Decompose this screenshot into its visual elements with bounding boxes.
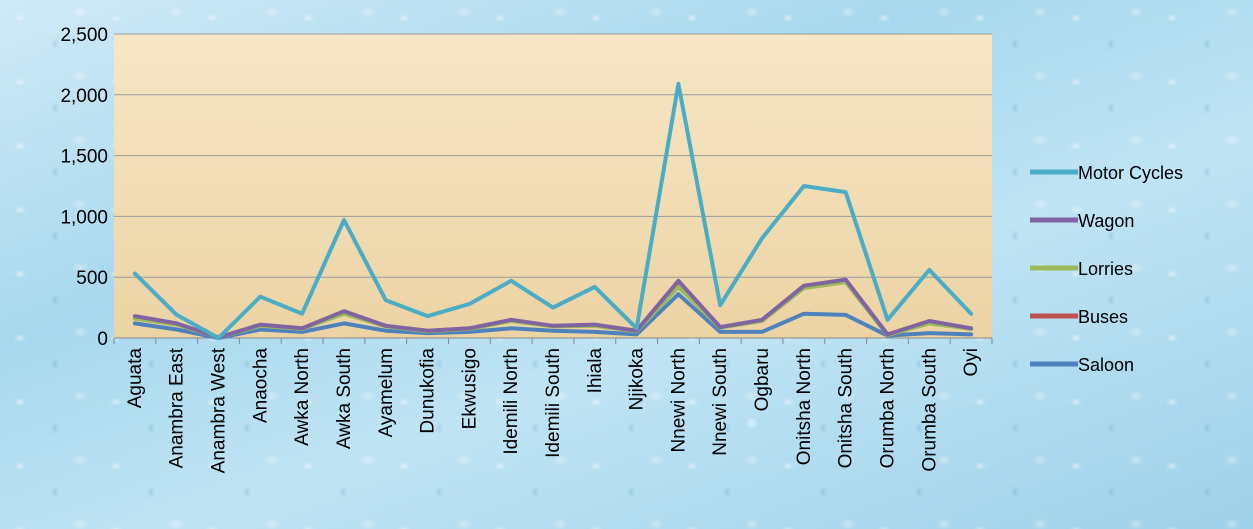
x-tick-label: Njikoka <box>627 348 648 411</box>
x-tick-label: Anaocha <box>250 348 271 423</box>
x-axis-tick-labels: Aguata Anambra East Anambra West Anaocha Awk… <box>125 347 982 473</box>
x-tick-label: Orumba North <box>877 348 898 468</box>
x-tick-label: Ayamelum <box>376 348 397 437</box>
x-tick-label: Dunukofia <box>418 348 439 434</box>
series-lines <box>132 81 974 340</box>
legend: Motor Cycles Wagon Lorries Buses Saloon <box>1030 163 1183 375</box>
gridlines <box>113 33 993 344</box>
y-tick-label: 1,500 <box>60 147 108 168</box>
series-line-saloon <box>132 292 974 340</box>
x-tick-label: Onitsha South <box>836 348 857 468</box>
x-tick-label: Nnewi North <box>668 348 689 453</box>
y-axis-tick-labels: 0 500 1,000 1,500 2,000 2,500 <box>60 25 108 350</box>
x-tick-label: Orumba South <box>919 348 940 472</box>
legend-label: Wagon <box>1078 211 1134 231</box>
x-tick-label: Ogbaru <box>752 348 773 411</box>
x-tick-label: Nnewi South <box>710 348 731 456</box>
y-tick-label: 2,500 <box>60 25 108 46</box>
legend-label: Saloon <box>1078 355 1134 375</box>
legend-label: Motor Cycles <box>1078 163 1183 183</box>
x-tick-label: Aguata <box>125 348 146 409</box>
y-tick-label: 2,000 <box>60 86 108 107</box>
plot-area <box>114 34 992 338</box>
y-tick-label: 500 <box>76 268 108 289</box>
legend-label: Buses <box>1078 307 1128 327</box>
x-tick-label: Awka South <box>334 348 355 449</box>
x-tick-label: Idemili North <box>501 348 522 455</box>
x-tick-label: Anambra East <box>167 347 188 468</box>
y-tick-label: 1,000 <box>60 207 108 228</box>
x-tick-label: Onitsha North <box>794 348 815 465</box>
series-line-wagon <box>132 277 974 340</box>
x-tick-label: Anambra West <box>209 347 230 473</box>
x-tick-label: Oyi <box>961 348 982 377</box>
x-tick-label: Ihiala <box>585 348 606 394</box>
x-tick-label: Ekwusigo <box>459 348 480 429</box>
y-tick-label: 0 <box>97 329 108 350</box>
series-line-motor-cycles <box>132 81 974 340</box>
x-tick-label: Awka North <box>292 348 313 446</box>
legend-label: Lorries <box>1078 259 1133 279</box>
x-tick-label: Idemili South <box>543 348 564 458</box>
